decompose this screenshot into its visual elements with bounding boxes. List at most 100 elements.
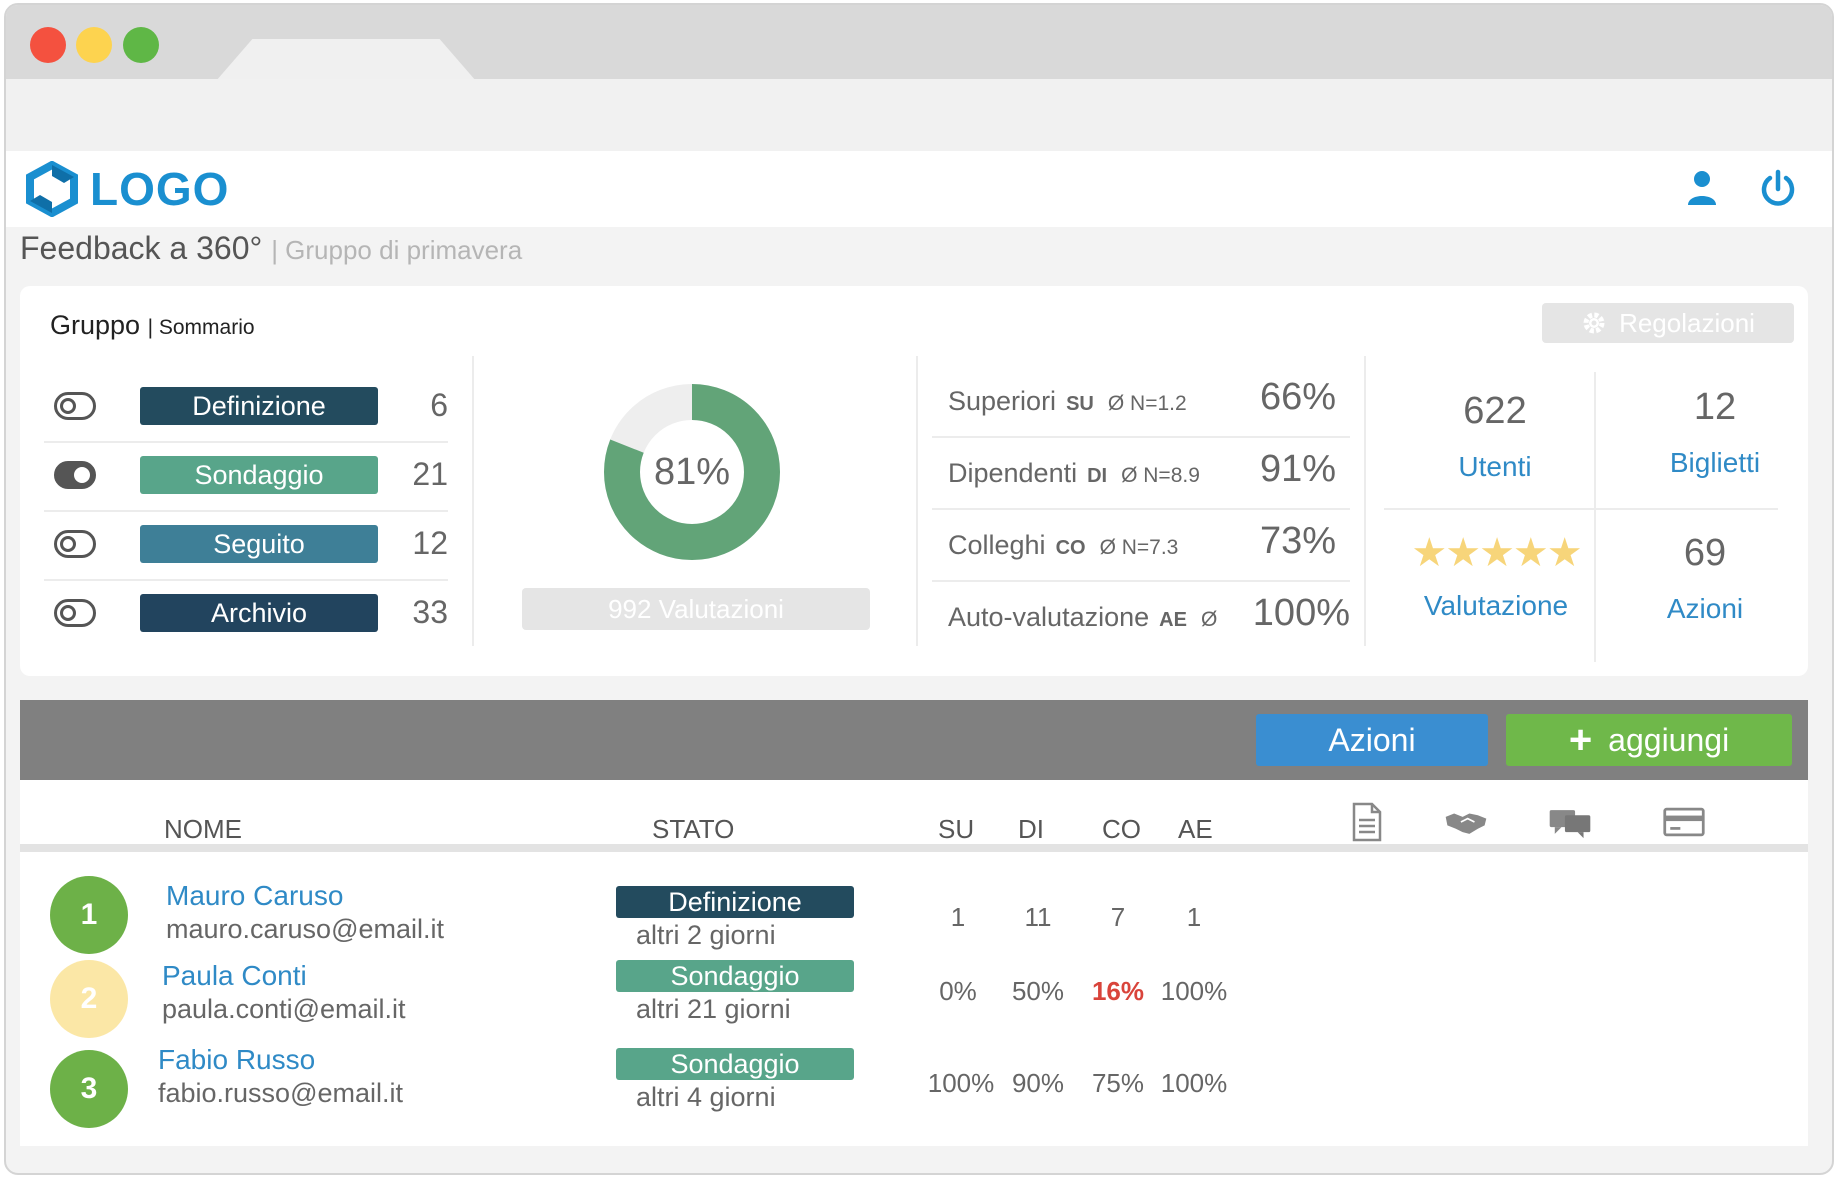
hexagon-logo-icon bbox=[26, 161, 78, 217]
table-row[interactable]: 1 Mauro Caruso mauro.caruso@email.it Def… bbox=[20, 870, 1808, 956]
participant-email: paula.conti@email.it bbox=[162, 994, 406, 1024]
summary-title: Gruppo | Sommario bbox=[50, 310, 255, 341]
actions-button[interactable]: Azioni bbox=[1256, 714, 1488, 766]
stat-tickets[interactable]: 12 Biglietti bbox=[1620, 386, 1810, 479]
gear-icon bbox=[1583, 312, 1605, 334]
participants-table: NOME STATO SU DI CO AE 1 M bbox=[20, 780, 1808, 1146]
column-header-status[interactable]: STATO bbox=[652, 814, 735, 844]
page-subtitle: | Gruppo di primavera bbox=[271, 235, 523, 265]
close-window-icon[interactable] bbox=[30, 27, 66, 63]
rater-row-superiori: Superiori SU Ø N=1.2 66% bbox=[932, 366, 1350, 438]
stat-users-number: 622 bbox=[1463, 390, 1527, 432]
divider bbox=[1384, 508, 1778, 510]
score-ae: 100% bbox=[1160, 976, 1228, 1006]
table-row[interactable]: 3 Fabio Russo fabio.russo@email.it Sonda… bbox=[20, 1042, 1808, 1128]
toggle-switch[interactable] bbox=[54, 392, 96, 420]
status-badge[interactable]: Definizione bbox=[616, 886, 854, 918]
stat-users[interactable]: 622 Utenti bbox=[1400, 390, 1590, 483]
user-icon[interactable] bbox=[1680, 167, 1724, 211]
card-icon[interactable] bbox=[1662, 800, 1706, 844]
toggle-switch[interactable] bbox=[54, 461, 96, 489]
logo-text: LOGO bbox=[90, 163, 230, 215]
avatar: 1 bbox=[50, 876, 128, 954]
status-list: Definizione 6 Sondaggio 21 Seguito 12 Ar… bbox=[44, 374, 448, 650]
maximize-window-icon[interactable] bbox=[123, 27, 159, 63]
completion-donut: 81% bbox=[600, 380, 784, 564]
status-row-definizione: Definizione 6 bbox=[44, 374, 448, 443]
star-rating-icon: ★★★★★ bbox=[1411, 531, 1582, 575]
status-remaining: altri 2 giorni bbox=[636, 920, 776, 950]
score-su: 100% bbox=[927, 1068, 995, 1098]
rater-name: Colleghi CO Ø N=7.3 bbox=[948, 530, 1178, 561]
evaluations-button[interactable]: 992 Valutazioni bbox=[522, 588, 870, 630]
rater-n: Ø N=7.3 bbox=[1099, 536, 1179, 559]
rater-percent: 66% bbox=[1259, 376, 1336, 418]
rater-code: DI bbox=[1087, 465, 1108, 487]
toggle-switch[interactable] bbox=[54, 530, 96, 558]
settings-button[interactable]: Regolazioni bbox=[1542, 303, 1794, 343]
score-co: 75% bbox=[1091, 1068, 1145, 1098]
page-title-text: Feedback a 360° bbox=[20, 230, 263, 266]
toggle-switch[interactable] bbox=[54, 599, 96, 627]
score-ae: 1 bbox=[1186, 902, 1202, 932]
rater-n: Ø N=8.9 bbox=[1121, 464, 1200, 487]
status-badge-archivio[interactable]: Archivio bbox=[140, 594, 378, 632]
summary-card: Gruppo | Sommario Regolazioni Definizion… bbox=[20, 286, 1808, 676]
rater-name: Auto-valutazione AE Ø bbox=[948, 602, 1217, 633]
status-count: 21 bbox=[412, 456, 448, 492]
column-header-ae[interactable]: AE bbox=[1178, 814, 1213, 844]
settings-label: Regolazioni bbox=[1619, 307, 1755, 338]
power-icon[interactable] bbox=[1756, 167, 1800, 211]
score-di: 50% bbox=[1011, 976, 1065, 1006]
rater-code: CO bbox=[1055, 537, 1086, 559]
status-badge-seguito[interactable]: Seguito bbox=[140, 525, 378, 563]
status-remaining: altri 4 giorni bbox=[636, 1082, 776, 1112]
chat-icon[interactable] bbox=[1548, 800, 1592, 844]
participant-email: fabio.russo@email.it bbox=[158, 1078, 404, 1108]
score-di: 90% bbox=[1011, 1068, 1065, 1098]
rater-label: Dipendenti bbox=[948, 458, 1078, 488]
column-header-di[interactable]: DI bbox=[1018, 814, 1044, 844]
stat-tickets-label: Biglietti bbox=[1669, 447, 1761, 478]
summary-title-sub: | Sommario bbox=[147, 316, 255, 339]
column-header-su[interactable]: SU bbox=[938, 814, 975, 844]
status-badge-definizione[interactable]: Definizione bbox=[140, 387, 378, 425]
table-row[interactable]: 2 Paula Conti paula.conti@email.it Sonda… bbox=[20, 956, 1808, 1042]
status-badge-sondaggio[interactable]: Sondaggio bbox=[140, 456, 378, 494]
rater-row-colleghi: Colleghi CO Ø N=7.3 73% bbox=[932, 510, 1350, 582]
status-badge[interactable]: Sondaggio bbox=[616, 1048, 854, 1080]
status-count: 12 bbox=[412, 525, 448, 561]
logo[interactable]: LOGO bbox=[26, 161, 229, 217]
score-su: 1 bbox=[950, 902, 966, 932]
status-remaining: altri 21 giorni bbox=[636, 994, 791, 1024]
status-badge[interactable]: Sondaggio bbox=[616, 960, 854, 992]
column-header-name[interactable]: NOME bbox=[164, 814, 242, 844]
participant-name[interactable]: Paula Conti bbox=[162, 960, 307, 991]
column-header-co[interactable]: CO bbox=[1102, 814, 1141, 844]
status-count: 33 bbox=[412, 594, 448, 630]
add-button[interactable]: + aggiungi bbox=[1506, 714, 1792, 766]
rater-label: Auto-valutazione bbox=[948, 602, 1150, 632]
stat-actions[interactable]: 69 Azioni bbox=[1610, 532, 1800, 625]
stat-actions-number: 69 bbox=[1683, 532, 1727, 574]
rater-name: Dipendenti DI Ø N=8.9 bbox=[948, 458, 1200, 489]
document-icon[interactable] bbox=[1344, 800, 1388, 844]
rater-groups: Superiori SU Ø N=1.2 66% Dipendenti DI Ø N=8… bbox=[932, 366, 1350, 654]
rater-percent: 73% bbox=[1259, 520, 1336, 562]
browser-tab[interactable] bbox=[216, 39, 476, 81]
rater-name: Superiori SU Ø N=1.2 bbox=[948, 386, 1187, 417]
title-bar bbox=[6, 5, 1832, 81]
status-count: 6 bbox=[430, 387, 448, 423]
rater-percent: 91% bbox=[1259, 448, 1336, 490]
status-row-archivio: Archivio 33 bbox=[44, 581, 448, 650]
handshake-icon[interactable] bbox=[1444, 800, 1488, 844]
minimize-window-icon[interactable] bbox=[76, 27, 112, 63]
participant-name[interactable]: Mauro Caruso bbox=[166, 880, 344, 911]
stat-users-label: Utenti bbox=[1458, 451, 1532, 482]
participant-name[interactable]: Fabio Russo bbox=[158, 1044, 316, 1075]
add-label: aggiungi bbox=[1608, 721, 1730, 758]
table-header: NOME STATO SU DI CO AE bbox=[20, 780, 1808, 852]
donut-fill bbox=[604, 384, 780, 560]
stat-actions-label: Azioni bbox=[1666, 593, 1744, 624]
stat-rating[interactable]: ★★★★★ Valutazione bbox=[1396, 530, 1596, 622]
